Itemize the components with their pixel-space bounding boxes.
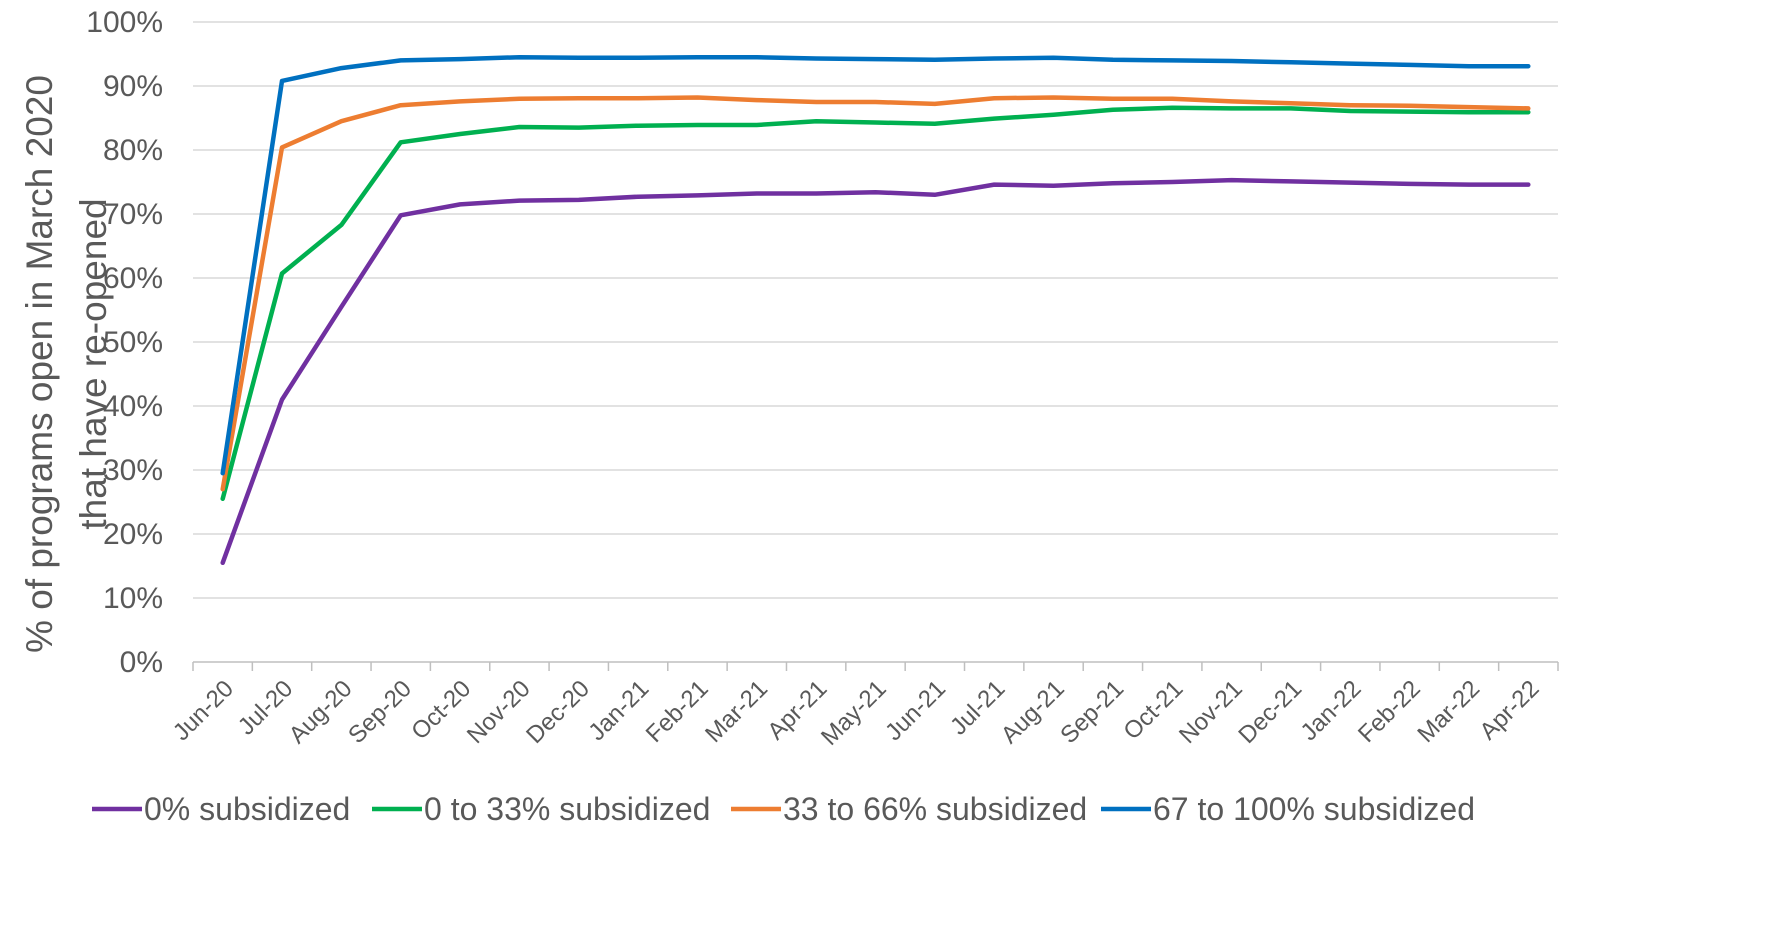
y-tick-label: 30% [103, 454, 163, 487]
y-tick-label: 10% [103, 582, 163, 615]
x-tick-label: Jan-22 [1296, 675, 1367, 746]
x-tick-label: May-21 [816, 675, 892, 751]
y-axis-label-line-1: % of programs open in March 2020 [19, 75, 60, 653]
y-tick-label: 60% [103, 262, 163, 295]
legend: 0% subsidized 0 to 33% subsidized 33 to 66… [92, 791, 1475, 827]
y-tick-label: 70% [103, 198, 163, 231]
y-tick-label: 100% [86, 6, 163, 39]
x-tick-label: Jan-21 [583, 675, 654, 746]
x-tick-label: Dec-20 [521, 675, 595, 749]
legend-label-4: 67 to 100% subsidized [1153, 791, 1475, 827]
x-tick-label: Feb-21 [641, 675, 714, 748]
x-tick-label: Aug-21 [996, 675, 1070, 749]
y-axis-label: % of programs open in March 2020 that ha… [19, 75, 114, 653]
series-line-3 [220, 95, 1531, 492]
series-line-4 [220, 54, 1531, 476]
y-tick-label: 50% [103, 326, 163, 359]
x-tick-label: Sep-21 [1055, 675, 1129, 749]
y-axis-tick-labels: 0% 10% 20% 30% 40% 50% 60% 70% 80% 90% 100% [86, 6, 163, 679]
y-tick-label: 40% [103, 390, 163, 423]
x-tick-label: Sep-20 [343, 675, 417, 749]
y-tick-label: 20% [103, 518, 163, 551]
x-tick-label: Feb-22 [1353, 675, 1426, 748]
y-tick-label: 80% [103, 134, 163, 167]
x-tick-label: Nov-21 [1174, 675, 1248, 749]
axes [192, 661, 1559, 671]
series-line-2 [220, 105, 1531, 502]
legend-label-2: 0 to 33% subsidized [424, 791, 710, 827]
y-axis-label-line-2: that have re-opened [73, 198, 114, 529]
x-tick-label: Jun-20 [168, 675, 239, 746]
gridlines [193, 21, 1558, 599]
y-tick-label: 0% [120, 646, 163, 679]
x-tick-label: Aug-20 [284, 675, 358, 749]
x-tick-label: Mar-21 [700, 675, 773, 748]
legend-label-1: 0% subsidized [144, 791, 350, 827]
y-tick-label: 90% [103, 70, 163, 103]
series-line-1 [220, 177, 1531, 566]
x-tick-label: Nov-20 [462, 675, 536, 749]
x-tick-label: Mar-22 [1412, 675, 1485, 748]
legend-label-3: 33 to 66% subsidized [783, 791, 1087, 827]
series-lines [220, 54, 1531, 566]
x-tick-label: Dec-21 [1233, 675, 1307, 749]
x-axis-tick-labels: Jun-20Jul-20Aug-20Sep-20Oct-20Nov-20Dec-… [168, 675, 1545, 751]
x-tick-label: Apr-22 [1475, 675, 1545, 745]
x-tick-label: Jun-21 [880, 675, 951, 746]
